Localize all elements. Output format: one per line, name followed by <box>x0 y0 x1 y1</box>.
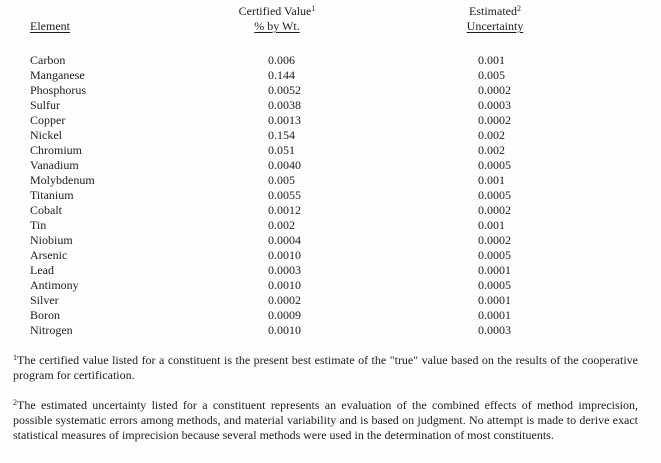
element-name-cell: Manganese <box>30 68 85 82</box>
uncertainty-cell: 0.0001 <box>478 308 511 322</box>
certified-value-cell: 0.0010 <box>268 248 301 262</box>
footnote-1: 1The certified value listed for a consti… <box>13 353 638 383</box>
certified-value-cell: 0.0052 <box>268 83 301 97</box>
element-name-cell: Silver <box>30 293 59 307</box>
table-row: Nickel 0.154 0.002 <box>0 128 661 143</box>
uncertainty-cell: 0.0003 <box>478 98 511 112</box>
table-row: Boron 0.0009 0.0001 <box>0 308 661 323</box>
uncertainty-cell: 0.0005 <box>478 248 511 262</box>
footnote-1-marker: 1 <box>13 353 17 362</box>
table-row: Tin 0.002 0.001 <box>0 218 661 233</box>
uncertainty-cell: 0.0002 <box>478 113 511 127</box>
table-row: Silver 0.0002 0.0001 <box>0 293 661 308</box>
element-name-cell: Molybdenum <box>30 173 95 187</box>
element-name-cell: Arsenic <box>30 248 68 262</box>
uncertainty-cell: 0.002 <box>478 143 505 157</box>
certified-value-header-line1: Certified Value1 <box>239 4 316 19</box>
uncertainty-header: Uncertainty <box>466 19 524 33</box>
element-name-cell: Lead <box>30 263 54 277</box>
table-row: Sulfur 0.0038 0.0003 <box>0 98 661 113</box>
uncertainty-cell: 0.0001 <box>478 263 511 277</box>
footnotes: 1The certified value listed for a consti… <box>13 353 638 443</box>
certified-value-cell: 0.0003 <box>268 263 301 277</box>
element-name-cell: Cobalt <box>30 203 62 217</box>
footnote-2-marker: 2 <box>13 398 17 407</box>
uncertainty-cell: 0.0005 <box>478 188 511 202</box>
certified-value-cell: 0.0010 <box>268 278 301 292</box>
uncertainty-cell: 0.0002 <box>478 233 511 247</box>
table-row: Molybdenum 0.005 0.001 <box>0 173 661 188</box>
uncertainty-cell: 0.0005 <box>478 158 511 172</box>
certified-value-cell: 0.0004 <box>268 233 301 247</box>
element-name-cell: Copper <box>30 113 66 127</box>
certified-value-cell: 0.0040 <box>268 158 301 172</box>
element-name-cell: Phosphorus <box>30 83 87 97</box>
element-table: Carbon 0.006 0.001 Manganese 0.144 0.005… <box>0 53 661 338</box>
certified-value-cell: 0.0055 <box>268 188 301 202</box>
footnote-2-text: The estimated uncertainty listed for a c… <box>13 398 638 442</box>
estimated-uncertainty-column-header: Estimated2 Uncertainty <box>467 4 524 34</box>
element-column-header: Element <box>30 19 70 33</box>
table-row: Niobium 0.0004 0.0002 <box>0 233 661 248</box>
uncertainty-cell: 0.001 <box>478 218 505 232</box>
table-row: Copper 0.0013 0.0002 <box>0 113 661 128</box>
uncertainty-cell: 0.0005 <box>478 278 511 292</box>
certified-value-cell: 0.0012 <box>268 203 301 217</box>
table-row: Carbon 0.006 0.001 <box>0 53 661 68</box>
table-row: Arsenic 0.0010 0.0005 <box>0 248 661 263</box>
table-row: Antimony 0.0010 0.0005 <box>0 278 661 293</box>
table-row: Vanadium 0.0040 0.0005 <box>0 158 661 173</box>
certified-value-cell: 0.0013 <box>268 113 301 127</box>
uncertainty-cell: 0.0003 <box>478 323 511 337</box>
certified-value-cell: 0.154 <box>268 128 295 142</box>
certified-value-cell: 0.006 <box>268 53 295 67</box>
element-name-cell: Chromium <box>30 143 83 157</box>
estimated-header-text: Estimated <box>469 4 517 18</box>
element-name-cell: Nitrogen <box>30 323 73 337</box>
table-row: Titanium 0.0055 0.0005 <box>0 188 661 203</box>
table-row: Lead 0.0003 0.0001 <box>0 263 661 278</box>
certified-value-cell: 0.0038 <box>268 98 301 112</box>
uncertainty-cell: 0.002 <box>478 128 505 142</box>
element-name-cell: Niobium <box>30 233 73 247</box>
table-row: Manganese 0.144 0.005 <box>0 68 661 83</box>
element-name-cell: Antimony <box>30 278 79 292</box>
footnote-ref-1: 1 <box>311 4 316 13</box>
uncertainty-cell: 0.005 <box>478 68 505 82</box>
element-name-cell: Nickel <box>30 128 62 142</box>
table-row: Cobalt 0.0012 0.0002 <box>0 203 661 218</box>
certified-value-cell: 0.0002 <box>268 293 301 307</box>
footnote-2: 2The estimated uncertainty listed for a … <box>13 398 638 443</box>
table-row: Phosphorus 0.0052 0.0002 <box>0 83 661 98</box>
element-name-cell: Vanadium <box>30 158 79 172</box>
certified-value-cell: 0.144 <box>268 68 295 82</box>
element-name-cell: Sulfur <box>30 98 60 112</box>
certified-value-cell: 0.0010 <box>268 323 301 337</box>
footnote-1-text: The certified value listed for a constit… <box>13 353 638 382</box>
element-name-cell: Boron <box>30 308 60 322</box>
certified-value-column-header: Certified Value1 % by Wt. <box>239 4 316 34</box>
certified-value-cell: 0.002 <box>268 218 295 232</box>
uncertainty-cell: 0.0002 <box>478 83 511 97</box>
footnote-ref-2: 2 <box>517 4 521 13</box>
certified-value-header-text: Certified Value <box>238 4 312 18</box>
element-name-cell: Carbon <box>30 53 66 67</box>
certified-value-cell: 0.005 <box>268 173 295 187</box>
certified-value-cell: 0.051 <box>268 143 295 157</box>
uncertainty-cell: 0.001 <box>478 173 505 187</box>
estimated-header-line1: Estimated2 <box>467 4 524 19</box>
uncertainty-cell: 0.0001 <box>478 293 511 307</box>
element-name-cell: Tin <box>30 218 47 232</box>
percent-by-wt-header: % by Wt. <box>254 19 300 33</box>
element-name-cell: Titanium <box>30 188 74 202</box>
table-row: Chromium 0.051 0.002 <box>0 143 661 158</box>
uncertainty-cell: 0.0002 <box>478 203 511 217</box>
uncertainty-cell: 0.001 <box>478 53 505 67</box>
certified-value-cell: 0.0009 <box>268 308 301 322</box>
table-row: Nitrogen 0.0010 0.0003 <box>0 323 661 338</box>
